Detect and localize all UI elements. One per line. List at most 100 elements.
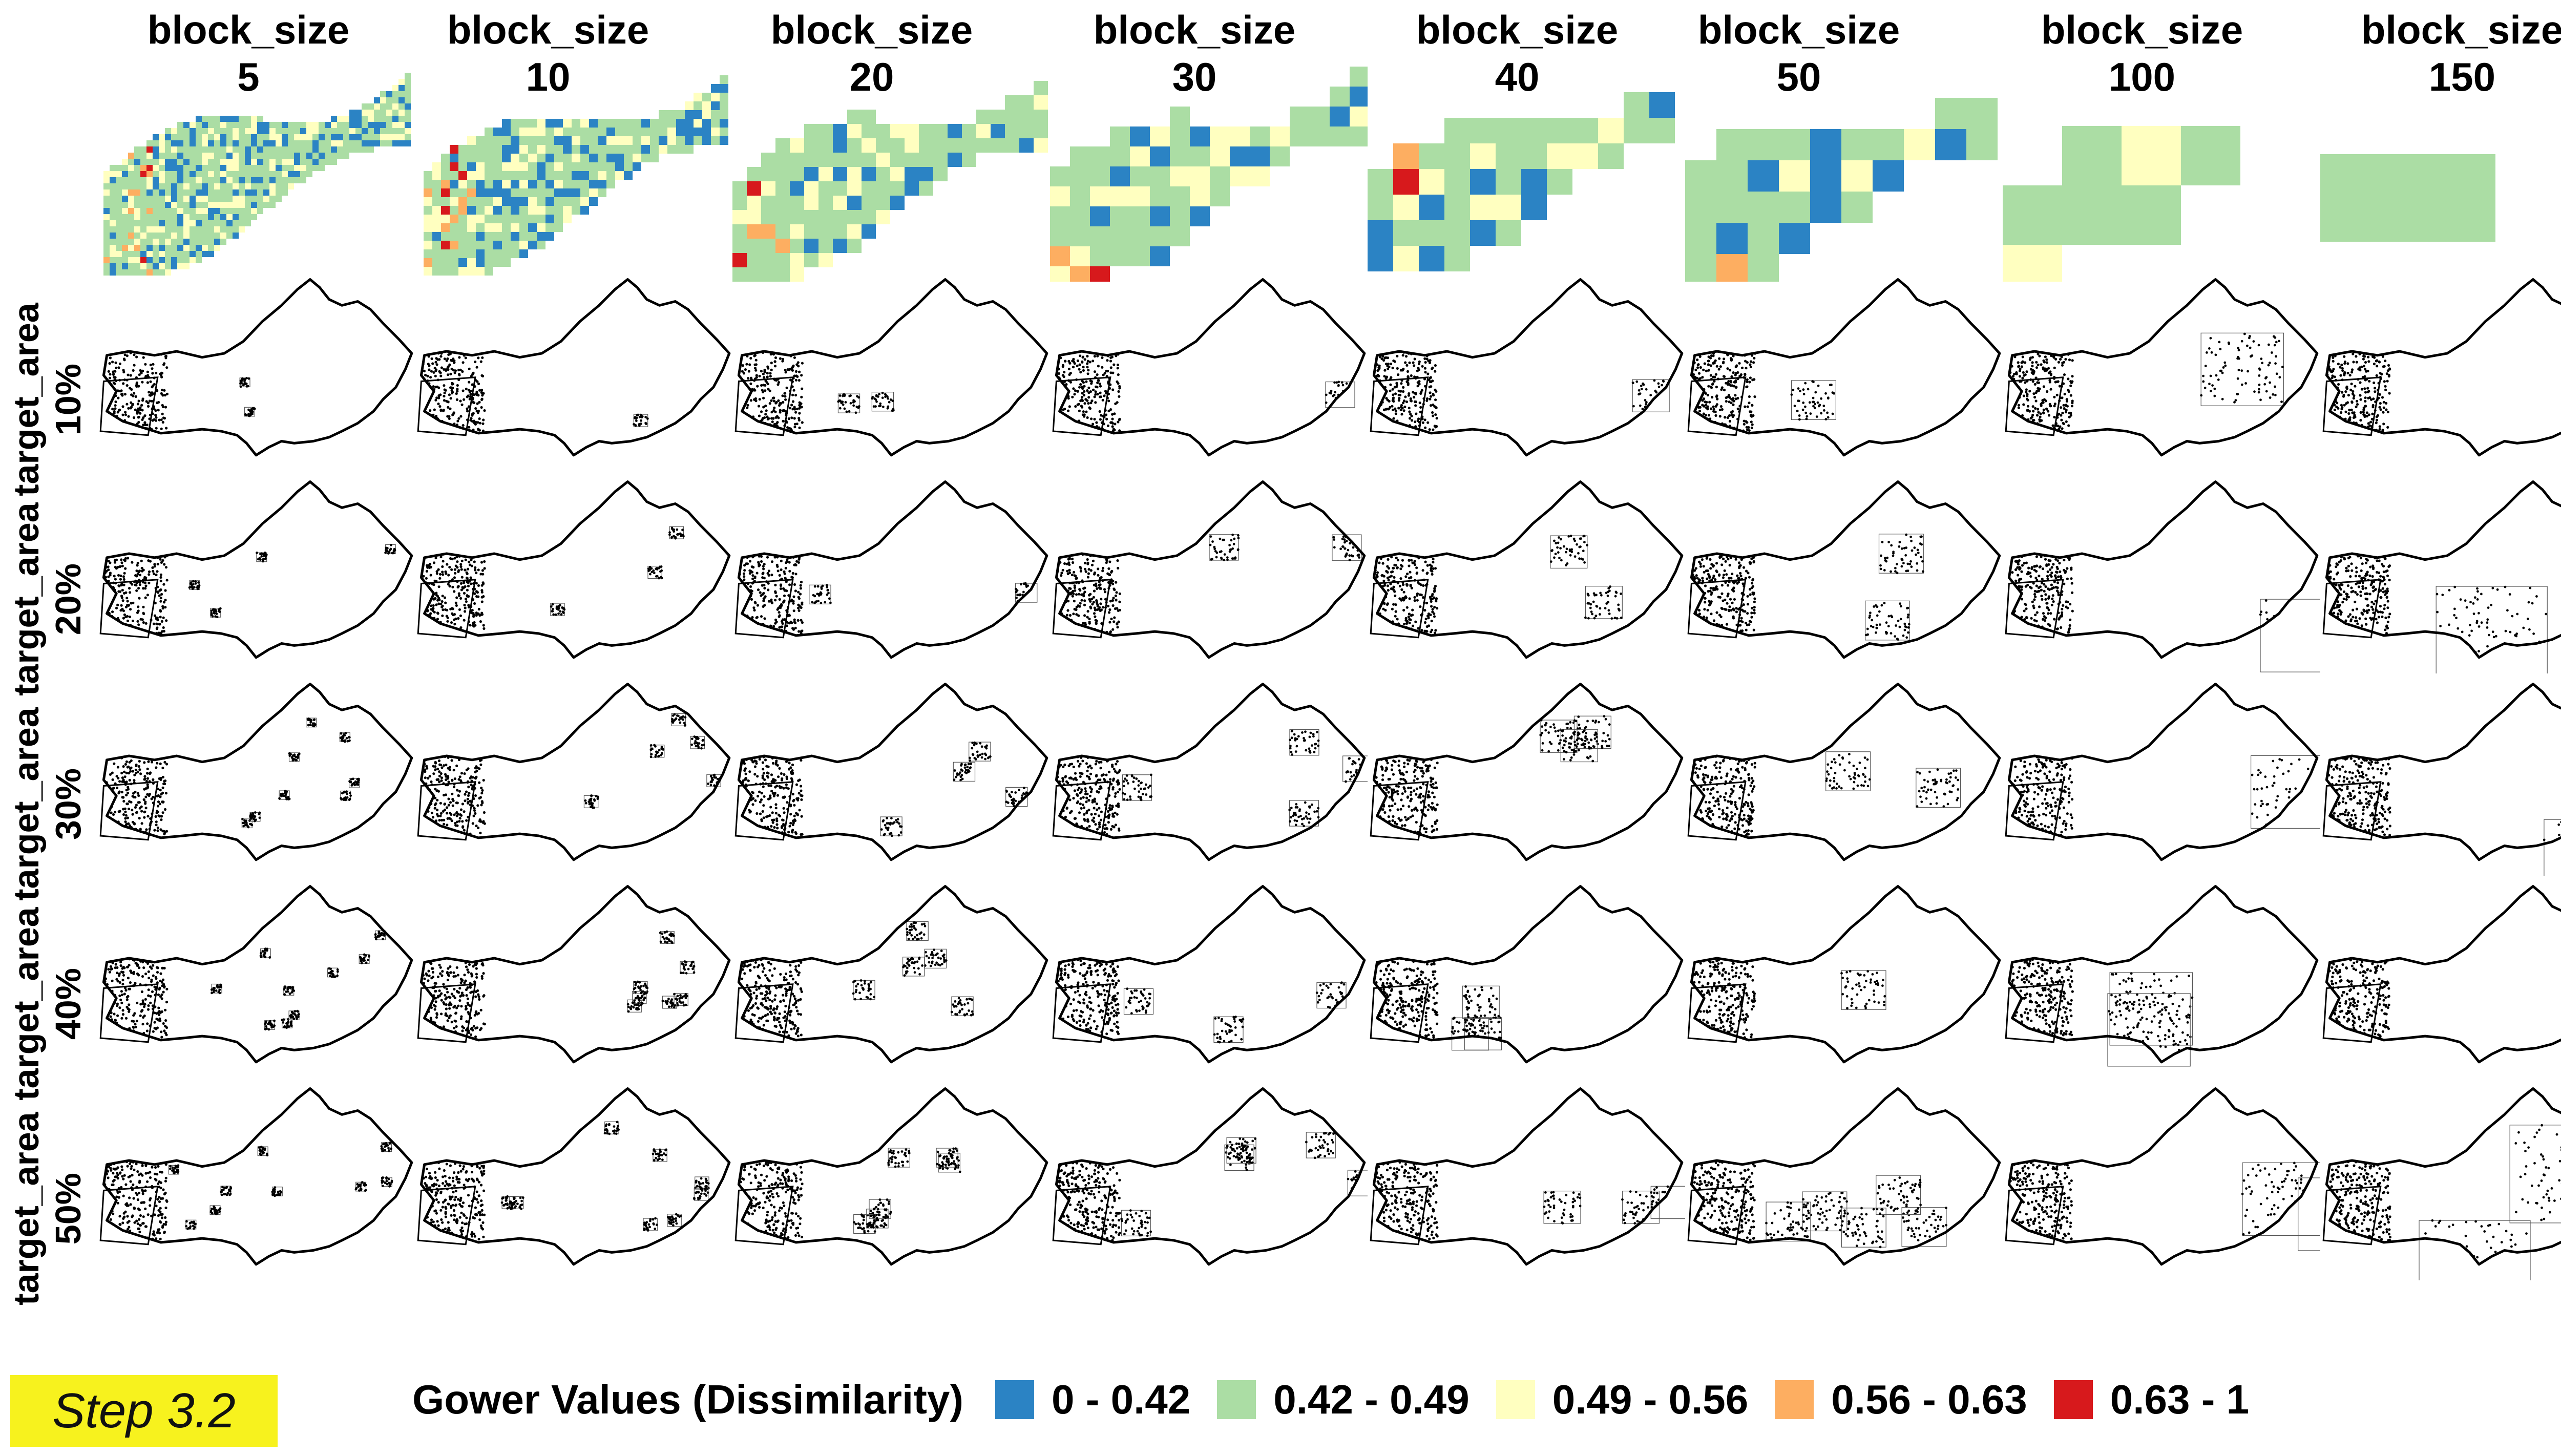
sample-point — [1074, 405, 1077, 408]
sample-point — [1211, 558, 1213, 561]
sample-point — [639, 413, 642, 416]
sample-point — [113, 575, 116, 578]
block-cell — [502, 145, 511, 154]
sample-point — [141, 399, 144, 402]
block-cell — [476, 241, 485, 249]
block-cell — [110, 251, 116, 257]
block-cell — [276, 140, 282, 146]
sample-point — [1751, 404, 1754, 407]
block-cell — [257, 116, 263, 122]
sample-point — [2352, 390, 2355, 393]
sample-point — [1812, 400, 1815, 404]
block-cell — [685, 110, 694, 119]
sample-point — [1709, 356, 1712, 360]
sample-point — [136, 620, 139, 623]
sample-point — [2037, 411, 2040, 414]
sample-point — [1582, 550, 1585, 553]
sample-point — [1813, 407, 1816, 410]
sample-point — [2045, 358, 2048, 361]
sample-point — [1748, 395, 1751, 398]
block-cell — [196, 183, 202, 189]
block-cell — [519, 206, 528, 215]
sample-point — [845, 410, 848, 413]
sample-point — [1376, 575, 1379, 578]
block-cell — [134, 196, 140, 202]
sample-point — [1734, 386, 1738, 389]
sample-point — [1076, 403, 1079, 406]
sample-point — [2071, 375, 2074, 378]
sample-point — [797, 609, 801, 612]
block-cell — [1150, 206, 1170, 226]
block-cell — [220, 220, 226, 226]
sample-point — [673, 530, 675, 533]
sample-point — [1402, 367, 1405, 371]
sample-point — [788, 407, 791, 410]
sample-point — [1657, 382, 1660, 385]
block-cell — [251, 146, 257, 153]
sample-point — [2043, 361, 2046, 364]
sample-point — [2058, 427, 2061, 430]
sample-point — [776, 569, 780, 573]
sample-point — [795, 560, 799, 563]
block-cell — [732, 181, 747, 196]
sample-point — [453, 590, 456, 593]
block-cell — [110, 269, 116, 276]
block-cell — [1150, 146, 1170, 166]
block-cell — [171, 251, 177, 257]
block-cell — [563, 215, 572, 223]
block-cell — [220, 214, 226, 220]
sample-point — [1639, 404, 1642, 407]
sample-point — [215, 610, 218, 613]
block-cell — [263, 140, 269, 146]
sample-point — [1096, 393, 1099, 396]
sample-point — [1404, 395, 1407, 398]
sample-point — [1068, 614, 1072, 617]
sample-point — [839, 400, 842, 403]
block-cell — [288, 177, 294, 183]
sample-point — [1392, 417, 1395, 420]
sample-point — [1827, 416, 1830, 419]
block-cell — [467, 171, 476, 180]
sample-point — [2035, 414, 2039, 417]
block-cell — [331, 153, 337, 159]
sample-point — [1750, 360, 1753, 363]
sample-point — [1402, 583, 1405, 586]
block-cell — [153, 146, 159, 153]
sample-point — [144, 423, 147, 427]
sample-point — [1418, 402, 1421, 405]
sample-point — [164, 599, 167, 602]
block-cell — [257, 128, 263, 134]
sample-point — [797, 606, 800, 609]
block-cell — [1070, 166, 1090, 186]
sample-point — [2062, 404, 2065, 407]
sample-point — [457, 569, 460, 572]
sample-point — [440, 600, 444, 603]
block-cell — [1170, 166, 1190, 186]
sample-point — [243, 383, 246, 386]
sample-point — [1118, 395, 1121, 398]
sample-point — [129, 387, 132, 390]
block-cell — [177, 171, 183, 177]
sample-point — [160, 372, 164, 375]
block-cell — [239, 122, 245, 128]
block-cell — [110, 189, 116, 196]
sample-point — [151, 386, 154, 389]
sample-point — [121, 394, 124, 397]
sample-point — [1229, 548, 1232, 551]
sample-point — [1067, 367, 1070, 371]
column-header-block-size-10: block_size 10 — [389, 6, 707, 100]
sample-point — [2022, 403, 2025, 406]
block-cell — [1250, 146, 1270, 166]
block-cell — [226, 202, 233, 208]
sample-point — [1430, 619, 1433, 623]
sample-point — [1091, 559, 1095, 562]
block-cell — [257, 146, 263, 153]
sample-point — [2060, 414, 2063, 417]
row-header-value: 50% — [48, 1172, 88, 1245]
block-cell — [319, 134, 325, 140]
block-cell — [159, 214, 165, 220]
sample-point — [2343, 404, 2346, 407]
sample-point — [857, 405, 860, 408]
sample-point — [2024, 381, 2027, 384]
block-cell — [933, 138, 948, 153]
